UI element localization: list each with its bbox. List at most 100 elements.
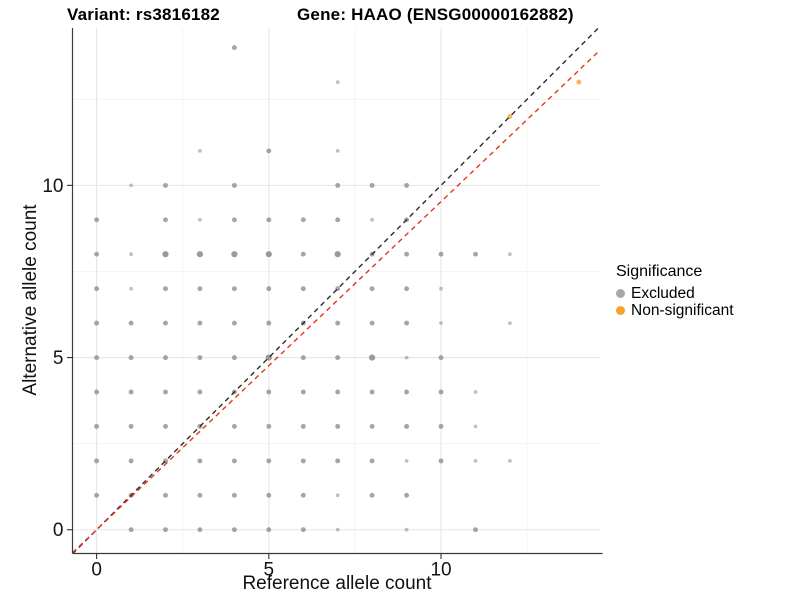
point-excluded bbox=[231, 45, 237, 51]
point-excluded bbox=[404, 492, 410, 498]
point-excluded bbox=[335, 423, 341, 429]
y-tick-label: 0 bbox=[53, 520, 64, 541]
point-excluded bbox=[335, 80, 340, 84]
point-excluded bbox=[335, 389, 341, 395]
point-excluded bbox=[265, 251, 272, 258]
point-excluded bbox=[300, 355, 306, 361]
point-excluded bbox=[508, 252, 512, 257]
point-excluded bbox=[197, 355, 203, 361]
point-excluded bbox=[128, 527, 134, 533]
point-excluded bbox=[266, 286, 272, 292]
point-excluded bbox=[404, 389, 410, 395]
point-excluded bbox=[198, 217, 202, 222]
point-excluded bbox=[197, 389, 203, 395]
point-excluded bbox=[231, 251, 238, 258]
point-excluded bbox=[438, 389, 444, 395]
y-tick-label: 10 bbox=[42, 176, 63, 197]
point-excluded bbox=[369, 320, 375, 326]
point-excluded bbox=[231, 355, 237, 361]
point-excluded bbox=[266, 389, 272, 395]
legend-item-non-significant: Non-significant bbox=[616, 302, 734, 319]
point-excluded bbox=[94, 355, 100, 361]
point-excluded bbox=[129, 252, 134, 257]
point-excluded bbox=[231, 320, 237, 326]
gene-title: Gene: HAAO (ENSG00000162882) bbox=[297, 5, 574, 24]
x-tick-label: 10 bbox=[430, 560, 451, 581]
legend: Significance Excluded Non-significant bbox=[616, 263, 734, 319]
point-excluded bbox=[163, 355, 168, 361]
point-excluded bbox=[508, 459, 512, 463]
point-excluded bbox=[94, 320, 100, 326]
point-excluded bbox=[438, 423, 444, 429]
identity-line bbox=[72, 28, 599, 554]
point-excluded bbox=[473, 459, 478, 463]
point-excluded bbox=[438, 458, 444, 464]
y-tick-label: 5 bbox=[53, 348, 64, 369]
point-excluded bbox=[196, 251, 203, 258]
point-excluded bbox=[231, 423, 237, 429]
point-excluded bbox=[369, 492, 375, 498]
point-excluded bbox=[94, 458, 100, 464]
point-excluded bbox=[231, 182, 237, 188]
point-excluded bbox=[197, 286, 203, 292]
point-excluded bbox=[473, 424, 478, 429]
point-excluded bbox=[300, 286, 306, 292]
point-excluded bbox=[508, 321, 512, 325]
point-excluded bbox=[300, 527, 306, 533]
point-excluded bbox=[473, 527, 478, 533]
point-excluded bbox=[300, 492, 306, 498]
point-excluded bbox=[370, 217, 374, 222]
point-excluded bbox=[266, 458, 272, 464]
point-excluded bbox=[231, 458, 237, 464]
point-excluded bbox=[335, 458, 341, 464]
point-excluded bbox=[266, 492, 272, 498]
point-excluded bbox=[266, 527, 272, 533]
point-excluded bbox=[335, 493, 340, 498]
point-excluded bbox=[231, 217, 237, 223]
excluded-dot-icon bbox=[616, 289, 625, 298]
point-excluded bbox=[231, 527, 237, 533]
point-excluded bbox=[129, 286, 134, 291]
point-excluded bbox=[163, 527, 168, 533]
x-tick-label: 0 bbox=[91, 560, 102, 581]
x-tick-label: 5 bbox=[264, 560, 275, 581]
point-excluded bbox=[335, 149, 340, 153]
point-excluded bbox=[163, 492, 168, 498]
point-excluded bbox=[300, 458, 306, 464]
point-excluded bbox=[231, 286, 237, 292]
point-excluded bbox=[128, 355, 134, 361]
point-excluded bbox=[163, 320, 168, 326]
point-non-significant bbox=[576, 79, 582, 85]
point-excluded bbox=[404, 423, 410, 429]
point-excluded bbox=[404, 527, 409, 532]
point-excluded bbox=[162, 251, 169, 258]
y-axis-title: Alternative allele count bbox=[20, 204, 41, 396]
point-excluded bbox=[94, 217, 100, 223]
point-excluded bbox=[266, 423, 272, 429]
point-excluded bbox=[198, 149, 202, 153]
point-excluded bbox=[300, 423, 306, 429]
point-excluded bbox=[128, 423, 134, 429]
non-significant-dot-icon bbox=[616, 306, 625, 315]
point-excluded bbox=[197, 458, 203, 464]
point-excluded bbox=[266, 148, 272, 154]
point-excluded bbox=[335, 320, 341, 326]
point-excluded bbox=[404, 286, 410, 292]
point-excluded bbox=[197, 320, 203, 326]
point-excluded bbox=[266, 320, 272, 326]
point-excluded bbox=[439, 286, 443, 291]
legend-item-excluded: Excluded bbox=[616, 285, 734, 302]
point-excluded bbox=[231, 492, 237, 498]
point-excluded bbox=[334, 251, 341, 258]
point-excluded bbox=[163, 182, 168, 188]
legend-item-label: Excluded bbox=[631, 284, 695, 302]
point-excluded bbox=[128, 320, 134, 326]
point-excluded bbox=[163, 423, 168, 429]
point-excluded bbox=[197, 527, 203, 533]
legend-title: Significance bbox=[616, 263, 703, 280]
point-excluded bbox=[94, 389, 100, 395]
point-excluded bbox=[369, 423, 375, 429]
point-excluded bbox=[128, 458, 134, 464]
